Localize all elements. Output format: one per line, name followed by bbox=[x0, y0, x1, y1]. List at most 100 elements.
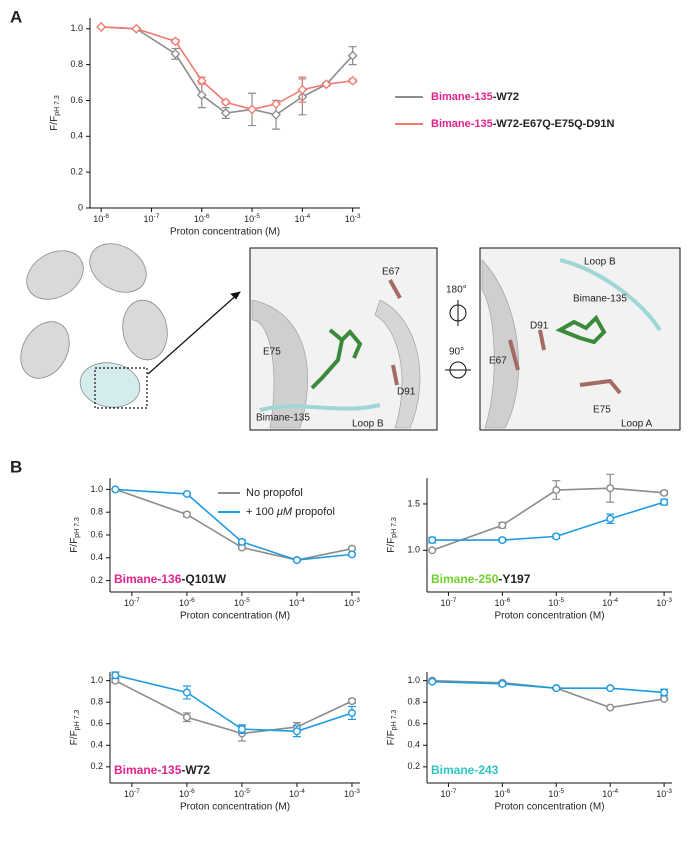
y-tick-label: 0.2 bbox=[70, 167, 83, 177]
x-tick-label: 10-8 bbox=[93, 213, 109, 225]
panel-label: B bbox=[10, 457, 22, 476]
legend-label-part: + 100 bbox=[246, 506, 277, 518]
x-tick-label: 10-6 bbox=[494, 597, 510, 609]
marker bbox=[182, 489, 191, 498]
y-tick-label: 0.4 bbox=[70, 131, 83, 141]
structure-label: 90° bbox=[449, 347, 464, 358]
y-tick-label: 1.5 bbox=[407, 498, 420, 508]
structure-overview bbox=[20, 243, 241, 409]
marker bbox=[428, 677, 437, 686]
legend-label: Bimane-135-W72-E67Q-E75Q-D91N bbox=[431, 118, 614, 130]
x-tick-label: 10-7 bbox=[124, 788, 140, 800]
series-line bbox=[115, 674, 353, 733]
x-tick-label: 10-7 bbox=[441, 788, 457, 800]
marker bbox=[347, 697, 356, 706]
marker bbox=[347, 75, 358, 86]
marker bbox=[347, 708, 356, 717]
y-axis-label-part: pH 7.3 bbox=[391, 517, 398, 538]
marker bbox=[196, 75, 207, 86]
marker bbox=[182, 688, 191, 697]
marker bbox=[660, 498, 669, 507]
marker bbox=[297, 84, 308, 95]
y-tick-label: 0.2 bbox=[407, 761, 420, 771]
y-tick-label: 0.8 bbox=[70, 59, 83, 69]
x-tick-label: 10-4 bbox=[289, 597, 305, 609]
marker bbox=[220, 97, 231, 108]
y-axis-label-part: F/F bbox=[386, 730, 397, 745]
x-tick-label: 10-7 bbox=[124, 597, 140, 609]
marker bbox=[96, 22, 107, 32]
marker bbox=[237, 537, 246, 546]
structure-label: E75 bbox=[593, 405, 611, 416]
marker bbox=[182, 510, 191, 519]
x-axis-label: Proton concentration (M) bbox=[180, 802, 290, 813]
y-axis-label-part: pH 7.3 bbox=[74, 517, 81, 538]
y-tick-label: 0.6 bbox=[90, 718, 103, 728]
x-tick-label: 10-6 bbox=[494, 788, 510, 800]
marker bbox=[111, 485, 120, 494]
marker bbox=[247, 104, 257, 115]
marker bbox=[196, 90, 207, 100]
marker bbox=[606, 514, 615, 523]
y-tick-label: 0.4 bbox=[90, 552, 103, 562]
x-axis-label: Proton concentration (M) bbox=[494, 802, 604, 813]
marker bbox=[237, 725, 246, 734]
legend-label-part: μM bbox=[276, 506, 293, 518]
y-axis-label-part: F/F bbox=[49, 116, 60, 131]
x-tick-label: 10-6 bbox=[179, 597, 195, 609]
y-axis-label: F/FpH 7.3 bbox=[69, 517, 81, 553]
y-axis-label: F/FpH 7.3 bbox=[386, 517, 398, 553]
marker bbox=[220, 108, 231, 118]
y-tick-label: 1.0 bbox=[90, 675, 103, 685]
x-tick-label: 10-3 bbox=[344, 788, 360, 800]
x-tick-label: 10-3 bbox=[345, 213, 361, 225]
y-axis-label-part: pH 7.3 bbox=[391, 710, 398, 731]
chart-label: Bimane-135-W72 bbox=[114, 763, 210, 777]
series-line bbox=[432, 501, 665, 541]
y-tick-label: 0.8 bbox=[90, 507, 103, 517]
marker bbox=[498, 536, 507, 545]
structure-label: E67 bbox=[489, 356, 507, 367]
marker bbox=[271, 109, 281, 120]
panel-label: A bbox=[10, 7, 22, 26]
x-tick-label: 10-5 bbox=[244, 213, 260, 225]
marker bbox=[428, 546, 437, 555]
legend-label: + 100 μM propofol bbox=[246, 506, 335, 518]
marker bbox=[182, 713, 191, 722]
legend-label-part: propofol bbox=[292, 506, 335, 518]
series-line bbox=[432, 679, 665, 709]
marker bbox=[321, 79, 332, 90]
marker bbox=[347, 50, 358, 61]
y-tick-label: 0.2 bbox=[90, 575, 103, 585]
x-tick-label: 10-3 bbox=[656, 597, 672, 609]
structure-label: Loop B bbox=[584, 257, 616, 268]
marker bbox=[111, 671, 120, 680]
y-tick-label: 0.6 bbox=[70, 95, 83, 105]
x-tick-label: 10-7 bbox=[144, 213, 160, 225]
y-tick-label: 1.0 bbox=[70, 23, 83, 33]
x-tick-label: 10-5 bbox=[234, 597, 250, 609]
x-tick-label: 10-4 bbox=[602, 597, 618, 609]
structure-label: Bimane-135 bbox=[256, 413, 310, 424]
marker bbox=[131, 23, 142, 34]
marker bbox=[606, 684, 615, 693]
chart-label: Bimane-136-Q101W bbox=[114, 572, 227, 586]
series-line bbox=[432, 680, 665, 694]
structure-label: Bimane-135 bbox=[573, 294, 627, 305]
legend-label: Bimane-135-W72 bbox=[431, 91, 519, 103]
y-axis-label: F/FpH 7.3 bbox=[69, 710, 81, 746]
y-axis-label-part: F/F bbox=[386, 538, 397, 553]
structure-label: Loop B bbox=[352, 419, 384, 430]
y-axis-label-part: pH 7.3 bbox=[54, 95, 61, 116]
y-axis-label-part: F/F bbox=[69, 538, 80, 553]
x-tick-label: 10-6 bbox=[194, 213, 210, 225]
marker bbox=[292, 556, 301, 565]
marker bbox=[428, 536, 437, 545]
y-tick-label: 1.0 bbox=[90, 484, 103, 494]
marker bbox=[170, 48, 181, 59]
series-line bbox=[101, 26, 354, 116]
marker bbox=[660, 688, 669, 697]
series-line bbox=[431, 487, 665, 552]
